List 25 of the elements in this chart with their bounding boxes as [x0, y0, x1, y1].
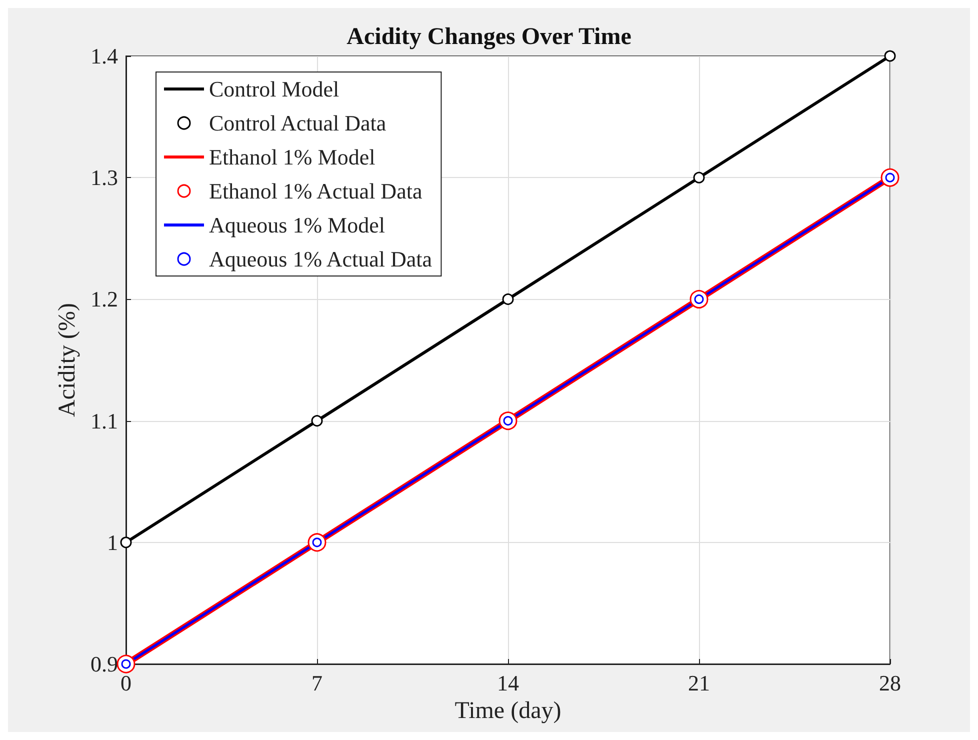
legend-label: Ethanol 1% Model: [209, 144, 376, 170]
point: [884, 50, 896, 62]
y-axis-title: Acidity (%): [54, 303, 81, 417]
x-tick-label: 14: [497, 670, 519, 696]
point: [311, 415, 323, 427]
x-tick-label: 21: [688, 670, 710, 696]
y-tick-label: 1.3: [90, 165, 118, 190]
x-tick-label: 28: [879, 670, 901, 696]
y-tick-label: 1: [107, 530, 118, 555]
legend-label: Control Model: [209, 76, 340, 102]
point: [693, 172, 705, 184]
point: [502, 293, 514, 305]
chart-title: Acidity Changes Over Time: [346, 24, 632, 50]
point: [120, 536, 132, 548]
y-tick-label: 1.2: [90, 286, 118, 312]
x-tick-label: 0: [120, 670, 132, 696]
y-tick-label: 0.9: [90, 652, 118, 676]
x-axis-title: Time (day): [454, 698, 562, 724]
legend-label: Aqueous 1% Actual Data: [209, 246, 432, 272]
x-tick-label: 7: [312, 670, 322, 696]
legend-label: Aqueous 1% Model: [209, 212, 385, 238]
y-tick-label: 1.1: [90, 408, 118, 434]
legend-label: Control Actual Data: [209, 110, 386, 136]
y-tick-label: 1.4: [90, 44, 118, 68]
legend-label: Ethanol 1% Actual Data: [209, 178, 422, 204]
